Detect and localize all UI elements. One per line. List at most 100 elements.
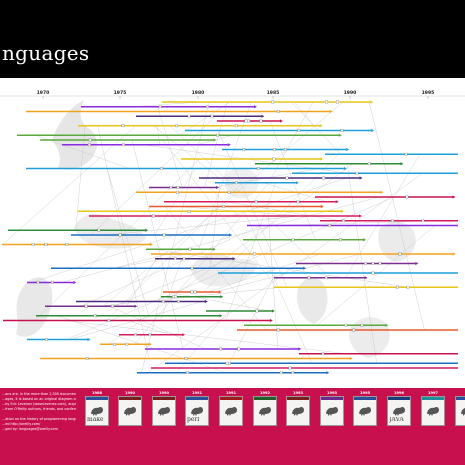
timeline-chart: 1970 1975 1980 1985 1990 1995 [0, 78, 465, 388]
book-cover-item[interactable]: 1990 [117, 390, 143, 426]
line-arrowhead [343, 166, 347, 171]
book-cover-item[interactable]: 1993 [285, 390, 311, 426]
book-cover-item[interactable]: 1990 [151, 390, 177, 426]
version-marker [161, 300, 165, 303]
version-marker [391, 219, 394, 223]
influence-link [345, 154, 421, 278]
version-marker [85, 357, 89, 360]
book-cover: make [85, 396, 109, 426]
version-marker [162, 233, 166, 237]
line-arrowhead [227, 143, 231, 147]
line-arrowhead [182, 333, 186, 337]
version-marker [225, 361, 229, 365]
line-arrowhead [269, 318, 273, 323]
influence-link [35, 135, 130, 169]
version-marker [210, 114, 214, 118]
version-marker [134, 333, 137, 337]
animal-watermark-icon [348, 317, 390, 358]
bird-watermark-icon [16, 277, 53, 337]
influence-link [176, 310, 229, 373]
book-cover-item[interactable] [454, 390, 465, 426]
animal-icon [359, 406, 371, 416]
line-arrowhead [229, 233, 233, 237]
version-marker [182, 257, 186, 261]
version-marker [31, 243, 35, 246]
book-year: 1995 [326, 391, 337, 395]
penguin-watermark-icon [296, 277, 328, 324]
version-marker [152, 214, 155, 218]
influence-link [80, 225, 262, 307]
line-arrowhead [218, 290, 222, 294]
footer-text-line: ...ation on the history of programming l… [2, 417, 76, 421]
version-marker [88, 138, 92, 142]
book-cover-item[interactable]: 1997 [420, 390, 446, 426]
influence-link [157, 106, 183, 188]
book-cover [455, 396, 465, 426]
line-arrowhead [216, 185, 220, 190]
version-marker [216, 133, 220, 137]
book-cover-item[interactable]: 1991 perl [184, 390, 210, 426]
version-marker [190, 266, 194, 270]
book-cover-item[interactable]: 1992 [252, 390, 278, 426]
version-marker [227, 361, 231, 365]
influence-link [225, 182, 276, 321]
influence-link [107, 168, 150, 316]
rabbit-watermark-icon [74, 213, 146, 249]
version-marker [107, 319, 111, 322]
version-marker [367, 162, 371, 166]
book-cover-item[interactable]: 1991 [218, 390, 244, 426]
book-cover [353, 396, 377, 426]
animal-icon [158, 406, 170, 416]
book-color-band [86, 397, 108, 400]
version-marker [291, 238, 295, 242]
footer-text-line: ...ed http://oreilly.com/ [2, 422, 41, 426]
book-title: perl [187, 417, 200, 423]
version-marker [255, 309, 259, 313]
book-cover-item[interactable]: 1986 make [84, 390, 110, 426]
influence-link [167, 291, 270, 312]
influence-link [198, 101, 252, 250]
influence-link [131, 139, 184, 350]
line-arrowhead [340, 209, 344, 213]
tiger-icon [393, 406, 405, 416]
version-marker [242, 148, 246, 151]
book-color-band [153, 397, 175, 400]
version-marker [273, 148, 276, 151]
footer-text-line: ...ons are, in the more than 2,500 docum… [2, 392, 76, 396]
influence-link [368, 101, 425, 331]
influence-link [269, 220, 440, 226]
version-marker [174, 295, 178, 299]
book-cover-item[interactable]: 1996 JAVA [386, 390, 412, 426]
version-marker [158, 105, 162, 109]
version-marker [371, 271, 375, 275]
influence-link [31, 177, 347, 283]
version-marker [173, 257, 177, 261]
version-marker [184, 357, 188, 360]
version-marker [296, 200, 300, 204]
goat-icon [91, 406, 103, 416]
book-cover-item[interactable]: 1995 [352, 390, 378, 426]
book-year: 1986 [91, 391, 102, 395]
version-marker [237, 347, 241, 351]
book-cover [152, 396, 176, 426]
line-arrowhead [452, 252, 456, 256]
influence-link [109, 306, 206, 350]
version-marker [190, 290, 194, 294]
book-cover-item[interactable]: 1995 [319, 390, 345, 426]
book-cover [118, 396, 142, 426]
version-marker [247, 119, 250, 123]
animal-icon [124, 406, 136, 416]
line-arrowhead [335, 200, 339, 204]
version-marker [276, 328, 280, 332]
influence-link [162, 139, 277, 288]
influence-link [217, 130, 288, 288]
version-marker [45, 338, 48, 341]
version-marker [148, 333, 152, 337]
version-marker [257, 167, 260, 170]
line-arrowhead [279, 119, 283, 123]
line-arrowhead [219, 314, 223, 318]
line-arrowhead [326, 371, 330, 375]
version-marker [336, 100, 339, 104]
animal-icon [326, 406, 338, 416]
year-tick-label: 1970 [37, 90, 50, 96]
